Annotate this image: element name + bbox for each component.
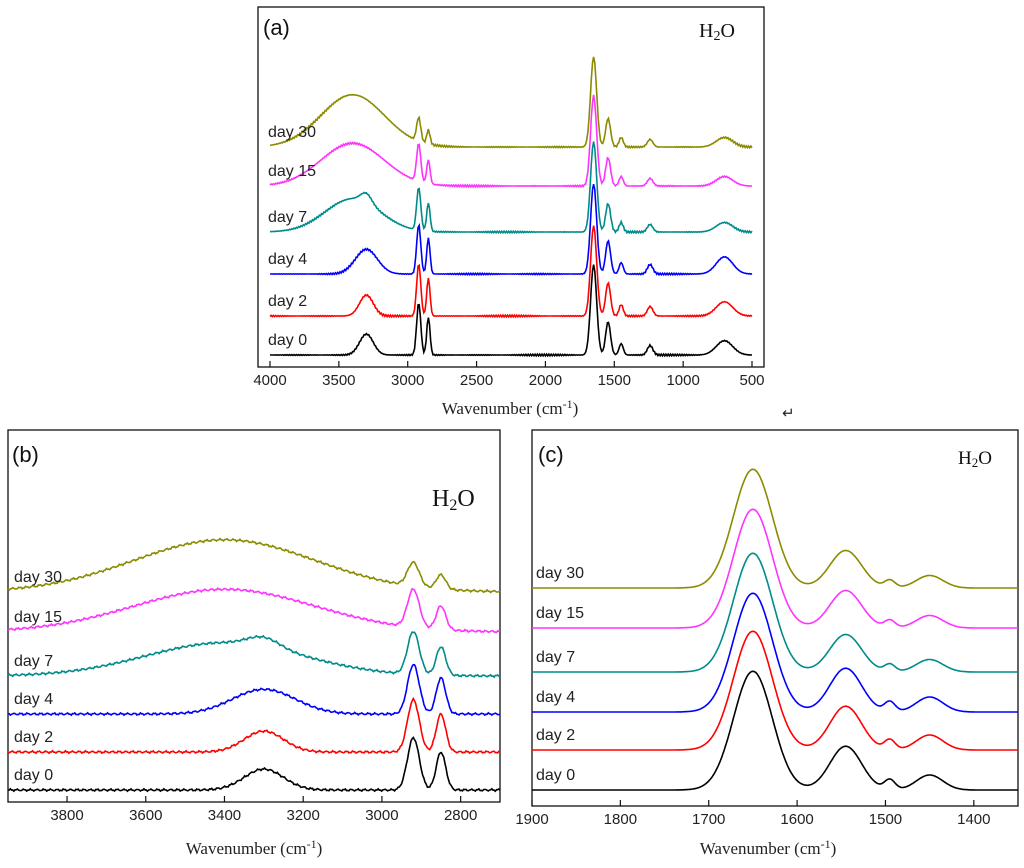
x-tick-label: 3200 — [287, 807, 320, 824]
series-name-day-2: day 2 — [536, 727, 575, 744]
series-line-day-2 — [8, 696, 501, 755]
series-line-day-0 — [269, 264, 753, 358]
panel-b-label: (b) — [12, 442, 39, 467]
x-tick-label: 3400 — [208, 807, 241, 824]
series-line-day-0 — [7, 736, 501, 793]
series-line-day-30 — [7, 537, 501, 594]
panel-a-curves — [269, 56, 753, 358]
panel-a-solvent-label: H2O — [699, 20, 735, 44]
series-name-day-15: day 15 — [268, 163, 316, 180]
panel-b-curves — [7, 537, 501, 793]
x-tick-label: 3000 — [365, 807, 398, 824]
x-tick-label: 1400 — [957, 811, 990, 828]
x-tick-label: 1700 — [692, 811, 725, 828]
series-line-day-15 — [7, 587, 501, 634]
series-line-day-15 — [269, 94, 753, 189]
x-tick-label: 1900 — [515, 811, 548, 828]
x-tick-label: 1500 — [598, 372, 631, 389]
x-tick-label: 1600 — [780, 811, 813, 828]
series-name-day-2: day 2 — [14, 729, 53, 746]
series-line-day-4 — [270, 184, 753, 277]
x-tick-label: 3500 — [322, 372, 355, 389]
series-name-day-7: day 7 — [14, 653, 53, 670]
panel-c-label: (c) — [538, 442, 564, 467]
series-name-day-0: day 0 — [268, 332, 307, 349]
series-name-day-2: day 2 — [268, 293, 307, 310]
panel-a-x-axis-label: Wavenumber (cm-1) — [442, 397, 579, 418]
x-tick-label: 2800 — [444, 807, 477, 824]
x-tick-label: 1500 — [869, 811, 902, 828]
series-name-day-4: day 4 — [268, 251, 307, 268]
series-name-day-30: day 30 — [14, 569, 62, 586]
panel-b-x-ticks: 3800 3600 3400 3200 3000 2800 — [50, 796, 477, 824]
panel-a-x-ticks: 4000 3500 3000 2500 2000 1500 1000 500 — [253, 361, 765, 389]
series-name-day-7: day 7 — [536, 649, 575, 666]
x-tick-label: 4000 — [253, 372, 286, 389]
series-name-day-30: day 30 — [268, 124, 316, 141]
x-tick-label: 3000 — [391, 372, 424, 389]
panel-c-solvent-label: H2O — [958, 448, 992, 470]
panel-a-series-names: day 0 day 2 day 4 day 7 day 15 day 30 — [268, 124, 316, 349]
series-name-day-0: day 0 — [536, 767, 575, 784]
series-name-day-4: day 4 — [14, 691, 53, 708]
series-line-day-7 — [269, 141, 753, 235]
panel-c-x-ticks: 1900 1800 1700 1600 1500 1400 — [515, 800, 991, 828]
x-tick-label: 2000 — [529, 372, 562, 389]
panel-b-solvent-label: H2O — [432, 486, 475, 514]
series-name-day-4: day 4 — [536, 689, 575, 706]
panel-b: (b) H2O day 0 day 2 day 4 day 7 day 15 day 30… — [7, 429, 501, 858]
series-line-day-30 — [532, 468, 1018, 589]
series-line-day-30 — [269, 56, 753, 150]
panel-c-x-axis-label: Wavenumber (cm-1) — [700, 837, 837, 858]
series-line-day-15 — [532, 508, 1018, 629]
x-tick-label: 500 — [739, 372, 764, 389]
panel-a-label: (a) — [263, 15, 290, 40]
x-tick-label: 3800 — [50, 807, 83, 824]
series-name-day-15: day 15 — [14, 609, 62, 626]
return-mark: ↵ — [782, 405, 795, 422]
series-name-day-0: day 0 — [14, 767, 53, 784]
panel-a: (a) H2O day 0 day 2 day 4 day 7 day 15 day 30… — [253, 6, 765, 418]
series-line-day-2 — [532, 630, 1018, 751]
panel-c-series-names: day 0 day 2 day 4 day 7 day 15 day 30 — [536, 565, 584, 784]
series-line-day-0 — [532, 670, 1018, 791]
x-tick-label: 1800 — [604, 811, 637, 828]
series-name-day-15: day 15 — [536, 605, 584, 622]
panel-b-series-names: day 0 day 2 day 4 day 7 day 15 day 30 — [14, 569, 62, 784]
panel-b-frame — [7, 429, 501, 803]
series-line-day-7 — [532, 552, 1018, 673]
x-tick-label: 3600 — [129, 807, 162, 824]
panel-c-frame — [531, 429, 1019, 807]
series-name-day-7: day 7 — [268, 209, 307, 226]
series-name-day-30: day 30 — [536, 565, 584, 582]
x-tick-label: 2500 — [460, 372, 493, 389]
series-line-day-7 — [7, 631, 501, 679]
panel-c-curves — [532, 468, 1018, 791]
x-tick-label: 1000 — [666, 372, 699, 389]
panel-c: (c) H2O day 0 day 2 day 4 day 7 day 15 day 30… — [515, 429, 1019, 858]
series-line-day-4 — [532, 592, 1018, 713]
series-line-day-4 — [7, 663, 501, 717]
panel-a-frame — [257, 6, 765, 368]
panel-b-x-axis-label: Wavenumber (cm-1) — [186, 837, 323, 858]
series-line-day-2 — [269, 225, 753, 319]
